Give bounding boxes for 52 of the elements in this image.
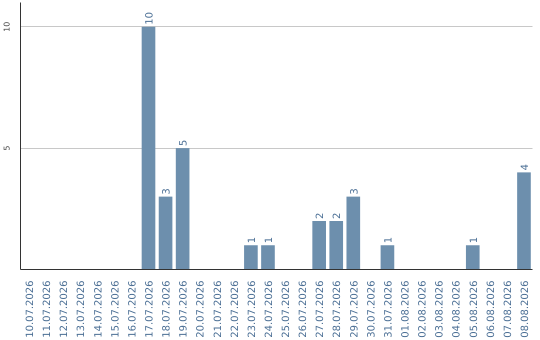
data-label: 2 xyxy=(315,212,326,219)
x-tick-label: 30.07.2026 xyxy=(366,280,378,338)
x-tick-label: 14.07.2026 xyxy=(93,280,104,338)
x-tick-label: 29.07.2026 xyxy=(349,280,360,338)
x-tick-label: 05.08.2026 xyxy=(468,280,480,338)
bar xyxy=(142,26,156,270)
x-tick-label: 24.07.2026 xyxy=(264,280,275,338)
x-tick-label: 12.07.2026 xyxy=(59,280,70,338)
data-label: 3 xyxy=(162,188,173,195)
data-label: 1 xyxy=(264,236,275,244)
data-label: 5 xyxy=(178,140,190,146)
x-tick-label: 26.07.2026 xyxy=(298,280,310,338)
x-tick-label: 03.08.2026 xyxy=(434,280,446,338)
data-label: 3 xyxy=(349,188,360,195)
x-tick-label: 31.07.2026 xyxy=(383,280,394,338)
x-tick-label: 17.07.2026 xyxy=(144,280,156,338)
bar xyxy=(244,245,258,270)
data-label: 2 xyxy=(332,212,344,219)
data-label: 1 xyxy=(468,236,480,244)
bar xyxy=(261,245,275,270)
x-tick-label: 28.07.2026 xyxy=(332,280,344,338)
x-tick-label: 13.07.2026 xyxy=(76,280,88,338)
bar xyxy=(380,245,394,270)
x-tick-label: 06.08.2026 xyxy=(486,280,497,338)
x-tick-label: 23.07.2026 xyxy=(246,280,258,338)
x-tick-label: 19.07.2026 xyxy=(178,280,190,338)
x-tick-label: 02.08.2026 xyxy=(418,280,429,338)
bar xyxy=(329,220,344,270)
bar xyxy=(346,196,360,270)
x-tick-label: 15.07.2026 xyxy=(110,280,122,338)
x-tick-label: 21.07.2026 xyxy=(212,280,224,338)
data-label: 4 xyxy=(520,164,531,170)
bar xyxy=(466,245,480,270)
bar xyxy=(176,148,190,270)
data-label: 1 xyxy=(246,236,258,244)
x-tick-label: 18.07.2026 xyxy=(162,280,173,338)
x-tick-label: 07.08.2026 xyxy=(502,280,514,338)
x-tick-label: 08.08.2026 xyxy=(520,280,531,338)
x-tick-label: 16.07.2026 xyxy=(127,280,138,338)
bar xyxy=(312,220,326,270)
x-tick-label: 10.07.2026 xyxy=(25,280,36,338)
x-tick-label: 01.08.2026 xyxy=(400,280,412,338)
x-tick-label: 04.08.2026 xyxy=(452,280,463,338)
bar xyxy=(158,196,172,270)
data-label: 10 xyxy=(144,12,156,25)
data-label: 1 xyxy=(383,236,394,244)
x-tick-label: 11.07.2026 xyxy=(42,280,54,338)
x-tick-label: 20.07.2026 xyxy=(196,280,207,338)
x-tick-label: 25.07.2026 xyxy=(281,280,292,338)
x-tick-label: 27.07.2026 xyxy=(315,280,326,338)
x-tick-label: 22.07.2026 xyxy=(230,280,241,338)
bar xyxy=(517,172,531,270)
